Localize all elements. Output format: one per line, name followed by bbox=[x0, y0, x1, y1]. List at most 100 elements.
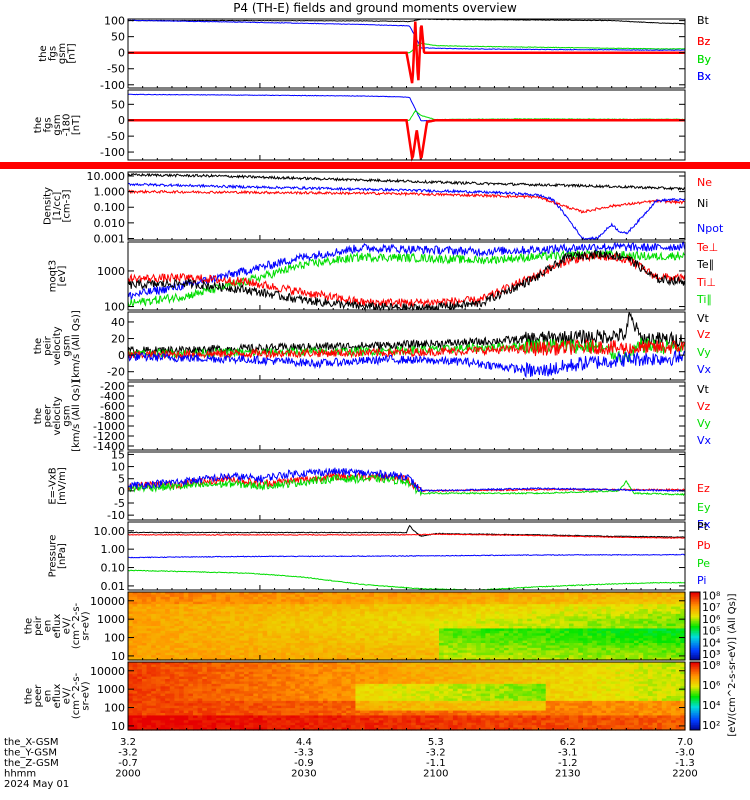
spectrogram-cell bbox=[230, 669, 236, 673]
spectrogram-cell bbox=[183, 604, 189, 608]
spectrogram-cell bbox=[364, 630, 370, 634]
spectrogram-cell bbox=[128, 650, 134, 654]
spectrogram-cell bbox=[592, 609, 598, 613]
spectrogram-cell bbox=[225, 643, 231, 647]
spectrogram-cell bbox=[476, 601, 482, 605]
spectrogram-cell bbox=[267, 633, 273, 637]
spectrogram-cell bbox=[128, 691, 134, 695]
spectrogram-cell bbox=[425, 633, 431, 637]
spectrogram-cell bbox=[192, 710, 199, 714]
spectrogram-cell bbox=[151, 599, 157, 603]
spectrogram-cell bbox=[490, 606, 496, 610]
spectrogram-cell bbox=[179, 640, 185, 644]
spectrogram-cell bbox=[216, 652, 222, 656]
spectrogram-cell bbox=[568, 611, 575, 615]
legend-By: By bbox=[697, 53, 712, 66]
spectrogram-cell bbox=[290, 601, 296, 605]
spectrogram-cell bbox=[327, 630, 333, 634]
spectrogram-cell bbox=[239, 594, 245, 598]
spectrogram-cell bbox=[545, 618, 551, 622]
spectrogram-cell bbox=[183, 599, 189, 603]
spectrogram-cell bbox=[434, 604, 440, 608]
spectrogram-cell bbox=[146, 647, 152, 651]
spectrogram-cell bbox=[680, 626, 686, 630]
spectrogram-cell bbox=[160, 671, 166, 675]
spectrogram-cell bbox=[146, 700, 152, 704]
spectrogram-cell bbox=[397, 645, 403, 649]
spectrogram-cell bbox=[234, 705, 240, 709]
spectrogram-cell bbox=[346, 604, 352, 608]
spectrogram-cell bbox=[578, 633, 584, 637]
spectrogram-cell bbox=[620, 609, 626, 613]
spectrogram-cell bbox=[253, 650, 259, 654]
spectrogram-cell bbox=[276, 686, 282, 690]
spectrogram-cell bbox=[192, 650, 199, 654]
spectrogram-cell bbox=[596, 628, 603, 632]
spectrogram-cell bbox=[624, 650, 630, 654]
spectrogram-cell bbox=[378, 657, 384, 661]
spectrogram-cell bbox=[327, 650, 333, 654]
spectrogram-cell bbox=[160, 626, 166, 630]
spectrogram-cell bbox=[341, 611, 347, 615]
spectrogram-cell bbox=[582, 592, 589, 596]
spectrogram-cell bbox=[369, 633, 375, 637]
spectrogram-cell bbox=[309, 618, 315, 622]
spectrogram-cell bbox=[239, 669, 245, 673]
spectrogram-cell bbox=[290, 713, 296, 717]
spectrogram-cell bbox=[587, 599, 593, 603]
spectrogram-cell bbox=[494, 655, 500, 659]
spectrogram-cell bbox=[174, 708, 180, 712]
spectrogram-cell bbox=[220, 671, 227, 675]
spectrogram-cell bbox=[327, 628, 333, 632]
spectrogram-cell bbox=[420, 628, 426, 632]
spectrogram-cell bbox=[192, 626, 199, 630]
spectrogram-cell bbox=[197, 686, 203, 690]
spectrogram-cell bbox=[239, 713, 245, 717]
spectrogram-cell bbox=[346, 647, 352, 651]
spectrogram-cell bbox=[536, 628, 542, 632]
spectrogram-cell bbox=[401, 650, 408, 654]
spectrogram-cell bbox=[531, 604, 538, 608]
spectrogram-cell bbox=[452, 635, 459, 639]
spectrogram-cell bbox=[392, 645, 398, 649]
spectrogram-cell bbox=[429, 594, 435, 598]
spectrogram-cell bbox=[508, 633, 514, 637]
spectrogram-cell bbox=[564, 638, 570, 642]
spectrogram-cell bbox=[550, 640, 556, 644]
spectrogram-cell bbox=[564, 611, 570, 615]
spectrogram-cell bbox=[624, 604, 630, 608]
spectrogram-cell bbox=[374, 611, 380, 615]
spectrogram-cell bbox=[406, 635, 412, 639]
spectrogram-cell bbox=[234, 703, 240, 707]
spectrogram-cell bbox=[606, 604, 612, 608]
spectrogram-cell bbox=[253, 645, 259, 649]
spectrogram-cell bbox=[434, 618, 440, 622]
spectrogram-cell bbox=[262, 725, 268, 729]
spectrogram-cell bbox=[192, 717, 199, 721]
spectrogram-cell bbox=[355, 616, 361, 620]
spectrogram-cell bbox=[494, 626, 500, 630]
spectrogram-cell bbox=[285, 713, 292, 717]
spectrogram-cell bbox=[220, 601, 227, 605]
spectrogram-cell bbox=[132, 638, 138, 642]
spectrogram-cell bbox=[299, 592, 305, 596]
spectrogram-cell bbox=[155, 710, 162, 714]
spectrogram-cell bbox=[480, 645, 487, 649]
spectrogram-cell bbox=[346, 609, 352, 613]
spectrogram-cell bbox=[536, 630, 542, 634]
spectrogram-cell bbox=[369, 592, 375, 596]
spectrogram-cell bbox=[239, 674, 245, 678]
spectrogram-cell bbox=[341, 621, 347, 625]
spectrogram-cell bbox=[573, 626, 579, 630]
spectrogram-cell bbox=[160, 666, 166, 670]
spectrogram-cell bbox=[257, 621, 264, 625]
spectrogram-cell bbox=[248, 611, 254, 615]
spectrogram-cell bbox=[206, 688, 213, 692]
spectrogram-cell bbox=[202, 666, 208, 670]
spectrogram-cell bbox=[392, 623, 398, 627]
spectrogram-cell bbox=[197, 727, 203, 731]
spectrogram-cell bbox=[425, 611, 431, 615]
spectrogram-cell bbox=[137, 604, 143, 608]
spectrogram-cell bbox=[647, 594, 654, 598]
spectrogram-cell bbox=[545, 599, 551, 603]
